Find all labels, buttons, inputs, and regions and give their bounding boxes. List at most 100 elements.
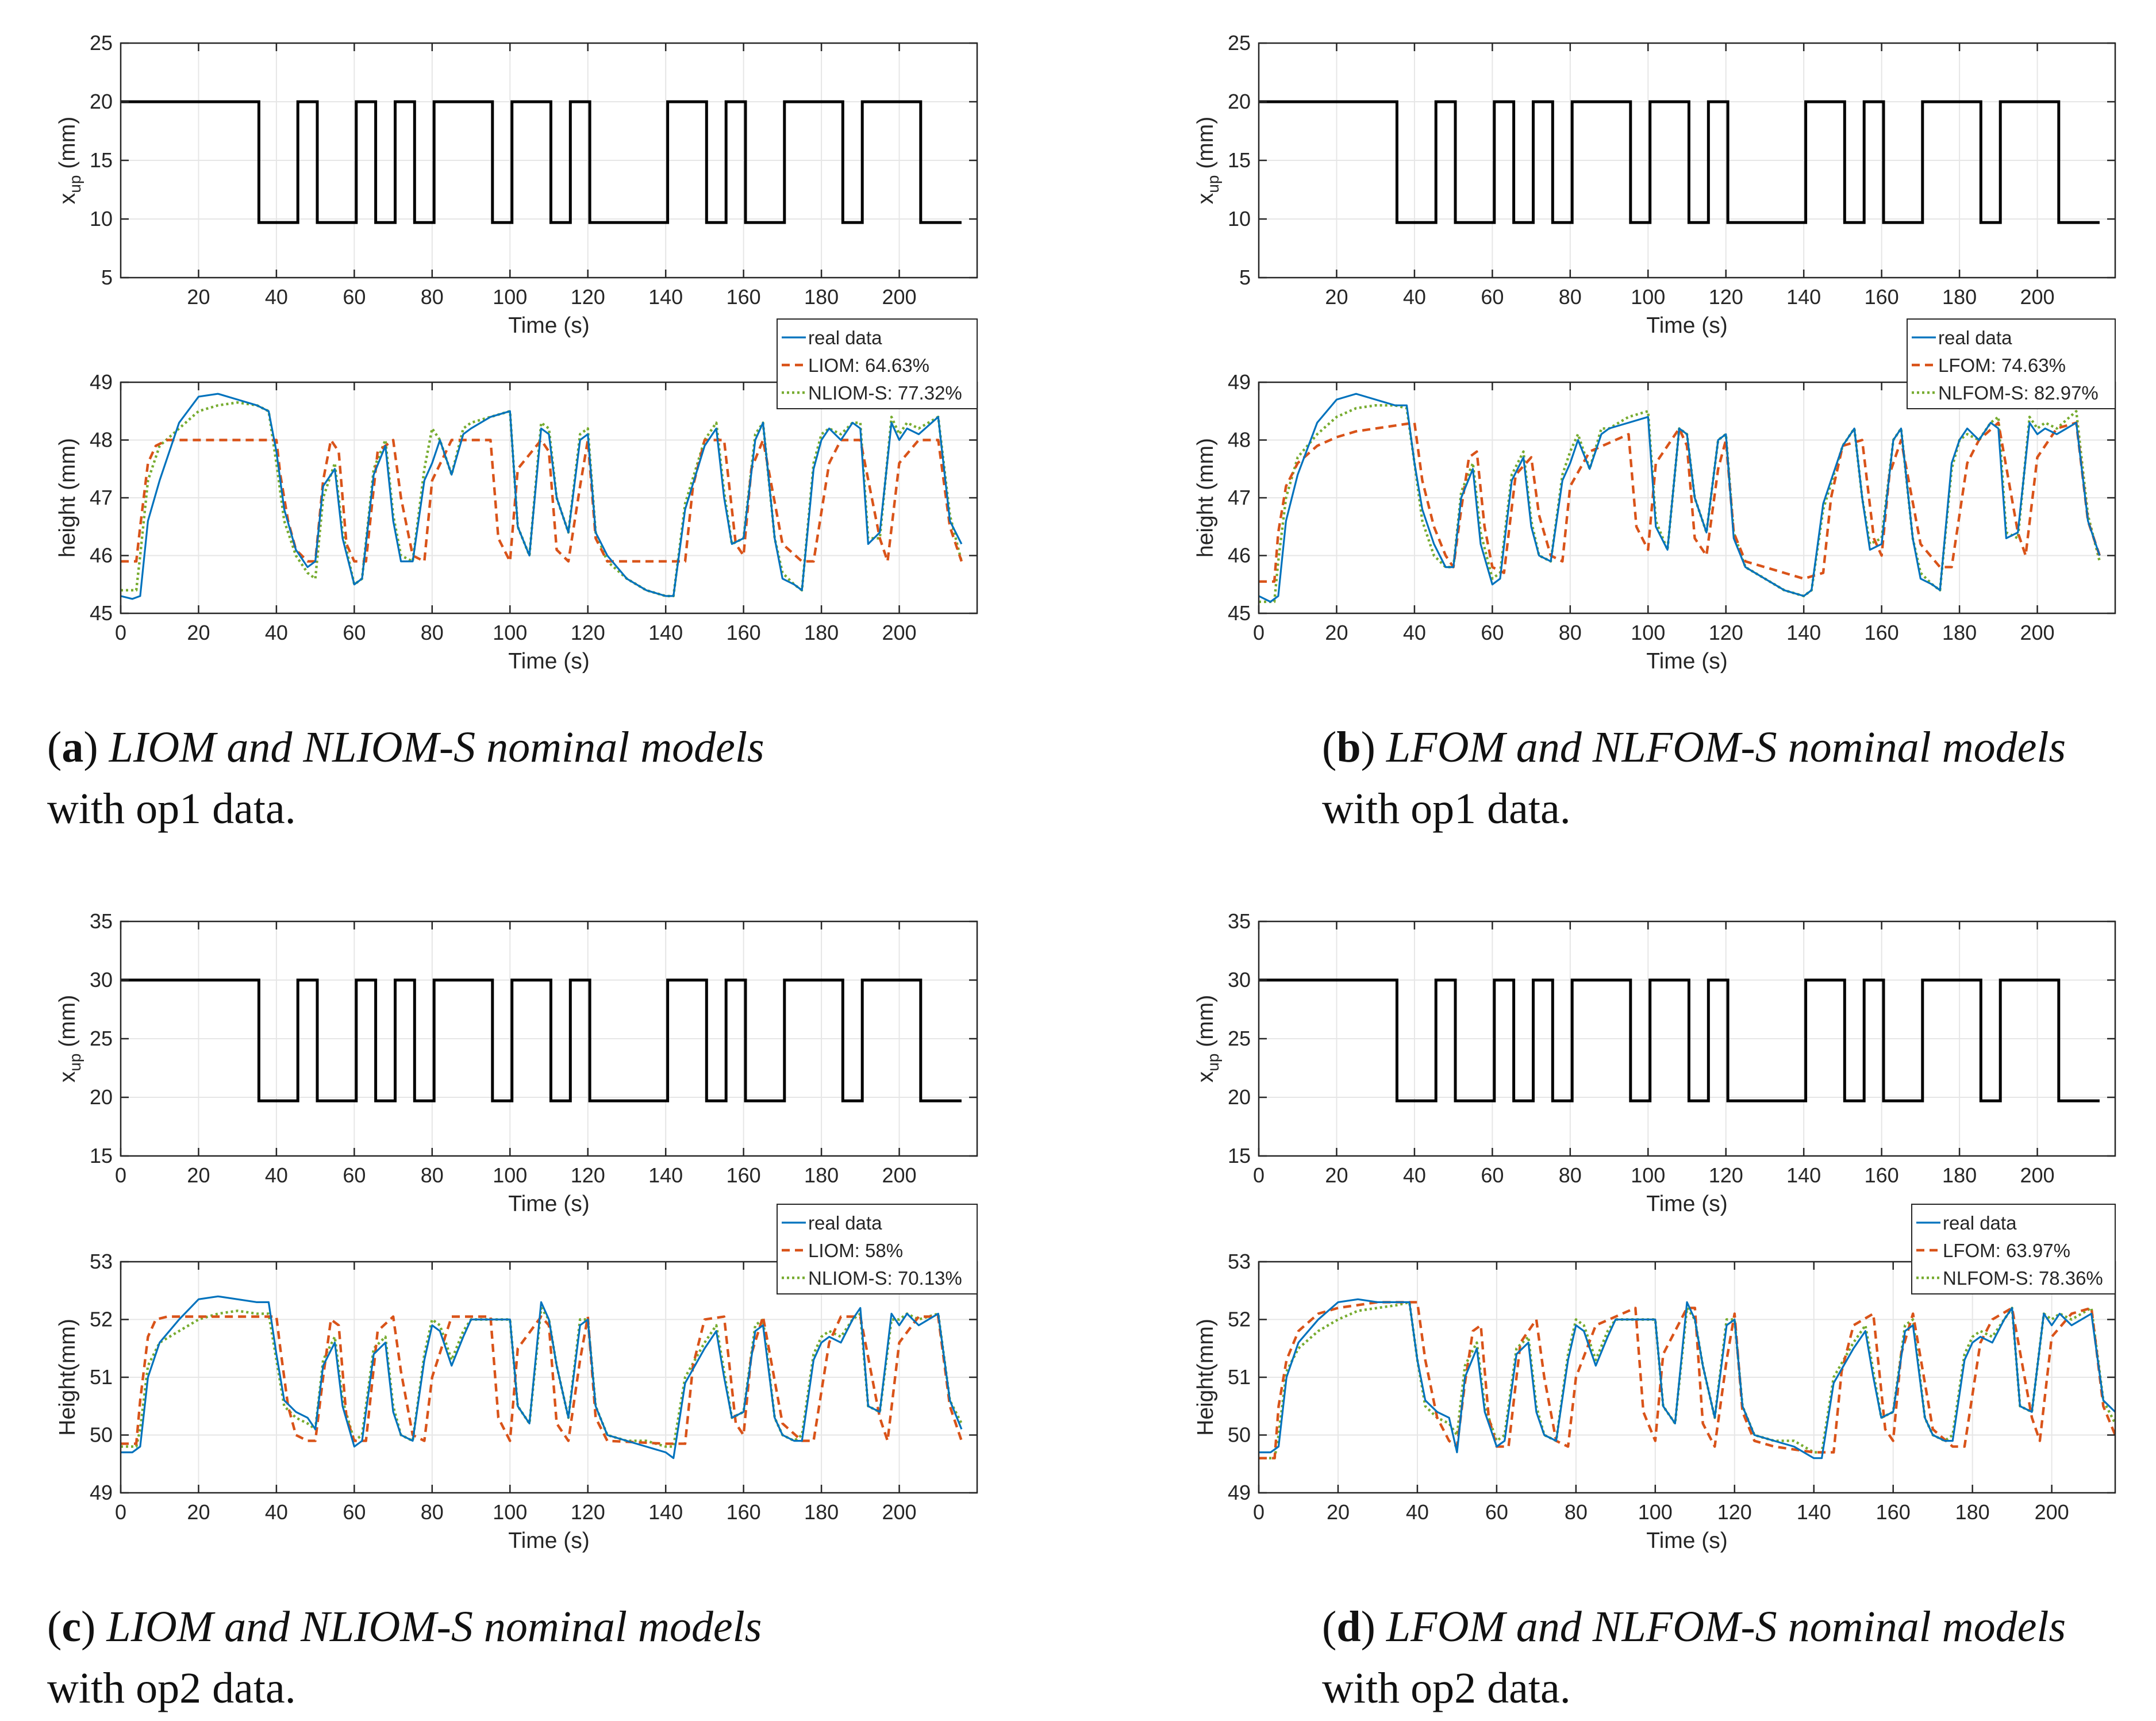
chart-c-input: 0 20 40 60 80 100 120 140 160 180 200 15 20 25 30 35 Tim…	[55, 909, 978, 1216]
y-axis-label: xup (mm)	[55, 995, 84, 1082]
x-tick-label: 160	[1865, 621, 1899, 644]
y-tick-label: 15	[90, 148, 113, 172]
legend-box	[1907, 318, 2116, 409]
x-tick-label: 200	[882, 1500, 917, 1524]
x-tick-label: 40	[265, 1500, 288, 1524]
x-tick-label: 140	[648, 1500, 683, 1524]
input-step-line	[1259, 978, 2100, 1102]
legend-label: NLFOM-S: 82.97%	[1938, 382, 2099, 404]
series-linear	[1259, 1301, 2115, 1459]
legend-label: NLIOM-S: 77.32%	[808, 382, 962, 404]
x-tick-label: 140	[1786, 621, 1821, 644]
y-tick-label: 48	[1228, 428, 1251, 452]
caption-a-label: a	[62, 723, 83, 771]
y-tick-label: 50	[1228, 1423, 1251, 1447]
chart-a-input: 20 40 60 80 100 120 140 160 180 200 5 10 15 20 25 Time …	[55, 31, 978, 338]
x-tick-label: 0	[1253, 621, 1265, 644]
legend-label: LIOM: 58%	[808, 1240, 903, 1261]
series-group	[1259, 100, 2100, 224]
caption-d-label: d	[1336, 1603, 1361, 1651]
y-tick-label: 35	[1228, 909, 1251, 933]
legend-label: NLFOM-S: 78.36%	[1943, 1267, 2103, 1289]
y-tick-label: 53	[1228, 1250, 1251, 1273]
series-real	[121, 393, 963, 600]
series-linear	[121, 439, 963, 563]
caption-c-line1: LIOM and NLIOM-S nominal models	[95, 1603, 762, 1651]
x-axis-label: Time (s)	[508, 1528, 590, 1553]
x-tick-label: 100	[1631, 621, 1665, 644]
x-tick-label: 60	[343, 621, 366, 644]
x-tick-label: 180	[1942, 1163, 1977, 1187]
caption-a: (a) LIOM and NLIOM-S nominal models with…	[47, 723, 764, 833]
x-tick-label: 200	[2020, 621, 2055, 644]
legend-box	[1911, 1204, 2116, 1294]
caption-c: (c) LIOM and NLIOM-S nominal models with…	[47, 1603, 762, 1712]
caption-a-line1: LIOM and NLIOM-S nominal models	[98, 723, 764, 771]
x-tick-label: 80	[1559, 1163, 1582, 1187]
x-tick-label: 80	[1559, 285, 1582, 309]
x-tick-label: 20	[187, 285, 210, 309]
y-tick-label: 30	[90, 968, 113, 992]
y-tick-label: 25	[90, 31, 113, 55]
caption-c-line2: with op2 data.	[47, 1664, 296, 1712]
x-tick-label: 160	[1876, 1500, 1911, 1524]
chart-d-input: 0 20 40 60 80 100 120 140 160 180 200 15 20 25 30 35 Tim…	[1193, 909, 2116, 1216]
x-tick-label: 0	[115, 1500, 126, 1524]
legend-label: LFOM: 63.97%	[1943, 1240, 2070, 1261]
legend-box	[777, 1204, 978, 1294]
y-tick-label: 50	[90, 1423, 113, 1447]
x-tick-label: 120	[1709, 1163, 1743, 1187]
x-tick-label: 120	[1709, 621, 1743, 644]
x-tick-label: 160	[1865, 285, 1899, 309]
x-tick-label: 0	[115, 1163, 126, 1187]
x-tick-label: 120	[1717, 1500, 1752, 1524]
x-tick-label: 200	[2020, 1163, 2055, 1187]
y-tick-label: 53	[90, 1250, 113, 1273]
caption-c-label: c	[62, 1603, 81, 1651]
input-step-line	[121, 100, 962, 224]
series-group	[121, 978, 962, 1102]
svg-text:(d) LFOM and NLFOM-S nominal m: (d) LFOM and NLFOM-S nominal models	[1322, 1603, 2066, 1651]
series-group	[121, 100, 962, 224]
x-tick-label: 180	[1942, 285, 1977, 309]
x-tick-label: 200	[882, 621, 917, 644]
legend-label: real data	[808, 1212, 882, 1234]
x-tick-label: 20	[1325, 621, 1348, 644]
svg-text:(a) LIOM and NLIOM-S nominal m: (a) LIOM and NLIOM-S nominal models	[47, 723, 764, 771]
x-tick-label: 100	[493, 1500, 527, 1524]
legend-label: real data	[808, 327, 882, 348]
series-nonlinear	[121, 1307, 963, 1448]
x-tick-label: 100	[1631, 285, 1665, 309]
caption-d-line2: with op2 data.	[1322, 1664, 1571, 1712]
x-tick-label: 80	[421, 285, 444, 309]
y-axis-label: height (mm)	[55, 438, 80, 558]
x-tick-label: 40	[1403, 285, 1426, 309]
legend-label: NLIOM-S: 70.13%	[808, 1267, 962, 1289]
x-tick-label: 0	[115, 621, 126, 644]
x-tick-label: 40	[265, 1163, 288, 1187]
y-axis-label: height (mm)	[1193, 438, 1218, 558]
x-tick-label: 140	[648, 1163, 683, 1187]
series-nonlinear	[1259, 1301, 2115, 1459]
x-tick-label: 160	[727, 285, 761, 309]
x-axis-label: Time (s)	[508, 313, 590, 338]
x-tick-label: 60	[343, 1500, 366, 1524]
series-linear	[1259, 421, 2101, 583]
y-tick-label: 25	[1228, 1027, 1251, 1050]
x-tick-label: 120	[571, 1500, 605, 1524]
legend: real data LIOM: 64.63% NLIOM-S: 77.32%	[777, 318, 978, 409]
x-tick-label: 140	[1786, 285, 1821, 309]
y-tick-label: 52	[90, 1308, 113, 1331]
y-tick-label: 20	[1228, 1085, 1251, 1109]
legend-label: real data	[1938, 327, 2012, 348]
x-tick-label: 160	[727, 621, 761, 644]
y-axis-label: Height(mm)	[1193, 1319, 1218, 1436]
y-tick-label: 5	[1239, 266, 1251, 289]
x-tick-label: 100	[493, 1163, 527, 1187]
series-real	[1259, 1298, 2115, 1459]
y-tick-label: 15	[90, 1144, 113, 1167]
input-step-line	[1259, 100, 2100, 224]
caption-d-line1: LFOM and NLFOM-S nominal models	[1375, 1603, 2066, 1651]
chart-b-output: 0 20 40 60 80 100 120 140 160 180 200 45 46 47 48 49 Tim…	[1193, 318, 2116, 674]
